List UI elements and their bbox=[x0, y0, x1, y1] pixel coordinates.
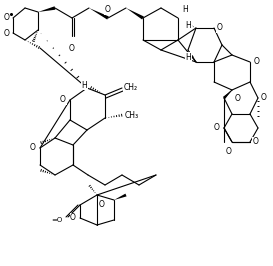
Text: H: H bbox=[182, 5, 188, 14]
Text: O: O bbox=[217, 23, 223, 32]
Text: O: O bbox=[30, 143, 36, 152]
Text: O: O bbox=[69, 44, 75, 53]
Polygon shape bbox=[114, 194, 127, 200]
Text: O: O bbox=[261, 94, 267, 102]
Text: O: O bbox=[254, 57, 260, 66]
Text: H: H bbox=[185, 52, 191, 61]
Text: =O: =O bbox=[51, 217, 62, 223]
Text: O: O bbox=[60, 95, 66, 105]
Text: H: H bbox=[81, 81, 87, 89]
Polygon shape bbox=[89, 8, 109, 19]
Text: O: O bbox=[213, 123, 219, 132]
Text: H: H bbox=[185, 20, 191, 30]
Polygon shape bbox=[126, 8, 144, 19]
Text: O: O bbox=[226, 147, 232, 156]
Text: O: O bbox=[4, 28, 10, 38]
Text: O: O bbox=[70, 214, 76, 222]
Text: CH₂: CH₂ bbox=[124, 84, 138, 93]
Polygon shape bbox=[223, 90, 232, 99]
Text: O: O bbox=[4, 14, 10, 23]
Polygon shape bbox=[38, 6, 55, 12]
Text: O: O bbox=[99, 200, 105, 209]
Text: O: O bbox=[105, 5, 111, 14]
Text: O: O bbox=[253, 138, 259, 147]
Text: CH₃: CH₃ bbox=[125, 111, 139, 120]
Text: O: O bbox=[235, 94, 241, 103]
